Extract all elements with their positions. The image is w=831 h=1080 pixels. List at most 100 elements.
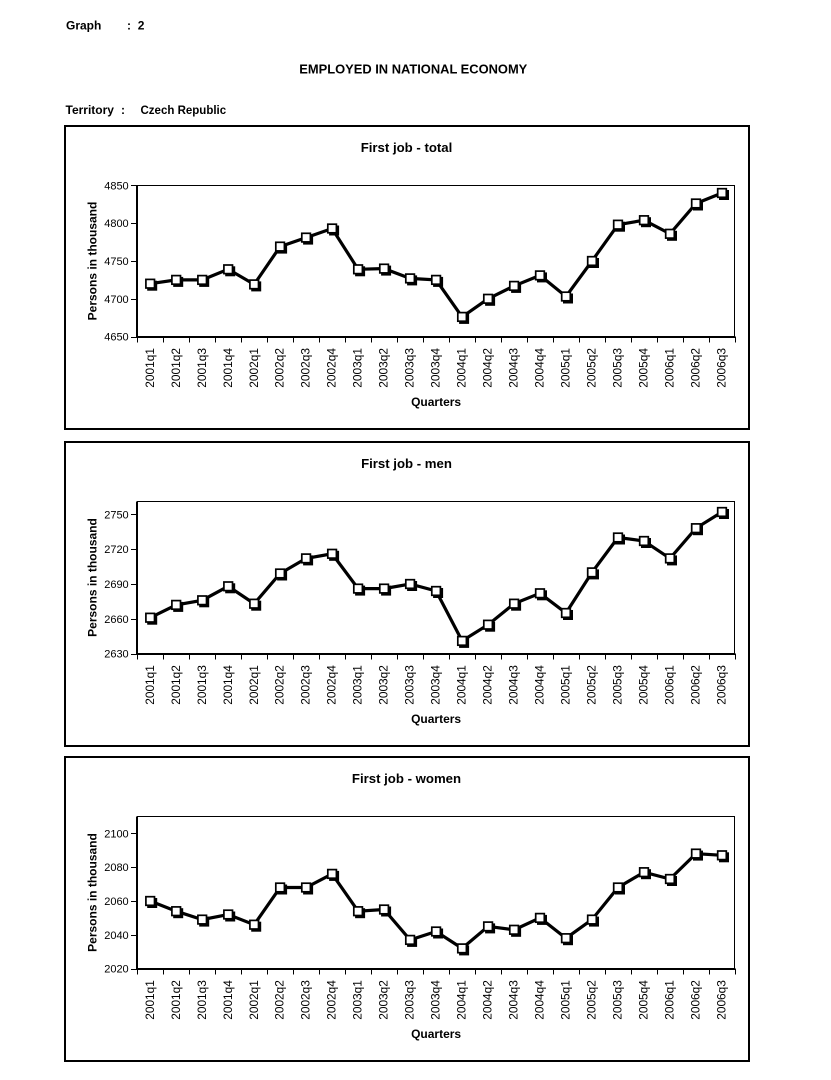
svg-text:First job - men: First job - men: [361, 456, 452, 471]
svg-text:4650: 4650: [104, 332, 128, 344]
svg-text:2003q1: 2003q1: [351, 348, 365, 388]
svg-text:2004q4: 2004q4: [533, 348, 547, 388]
svg-text:2005q4: 2005q4: [637, 980, 651, 1020]
svg-text:4750: 4750: [104, 256, 128, 268]
svg-text:2002q3: 2002q3: [299, 348, 313, 388]
svg-text:2001q3: 2001q3: [195, 665, 209, 705]
svg-text:2001q2: 2001q2: [169, 665, 183, 705]
svg-text:2002q1: 2002q1: [247, 665, 261, 705]
svg-text:2020: 2020: [104, 964, 128, 976]
svg-text:2002q4: 2002q4: [325, 665, 339, 705]
svg-text:2005q3: 2005q3: [611, 665, 625, 705]
svg-text:2003q2: 2003q2: [377, 348, 391, 388]
svg-text:2006q3: 2006q3: [715, 348, 729, 388]
svg-text:2005q2: 2005q2: [585, 980, 599, 1020]
svg-text:2002q4: 2002q4: [325, 348, 339, 388]
svg-text:2001q1: 2001q1: [143, 348, 157, 388]
svg-text:First job - women: First job - women: [352, 771, 461, 786]
svg-text:2006q1: 2006q1: [663, 348, 677, 388]
svg-text:2006q1: 2006q1: [663, 665, 677, 705]
svg-text:2001q4: 2001q4: [221, 980, 235, 1020]
svg-text:2001q2: 2001q2: [169, 980, 183, 1020]
svg-text:First job - total: First job - total: [361, 140, 453, 155]
svg-text:2003q3: 2003q3: [403, 980, 417, 1020]
svg-text:2003q2: 2003q2: [377, 980, 391, 1020]
svg-text:2005q1: 2005q1: [559, 348, 573, 388]
svg-text:2001q3: 2001q3: [195, 980, 209, 1020]
svg-text:2750: 2750: [104, 509, 128, 521]
svg-text:2005q2: 2005q2: [585, 348, 599, 388]
svg-text:EMPLOYED IN NATIONAL ECONOMY: EMPLOYED IN NATIONAL ECONOMY: [299, 61, 527, 76]
svg-text:2004q3: 2004q3: [507, 665, 521, 705]
svg-text:2006q1: 2006q1: [663, 980, 677, 1020]
svg-text:Graph: Graph: [66, 18, 101, 32]
svg-text:2005q4: 2005q4: [637, 348, 651, 388]
svg-text:2003q3: 2003q3: [403, 665, 417, 705]
svg-text:2003q3: 2003q3: [403, 348, 417, 388]
svg-text:2630: 2630: [104, 649, 128, 661]
svg-text:4850: 4850: [104, 180, 128, 192]
svg-text:2006q2: 2006q2: [689, 348, 703, 388]
svg-text:2004q3: 2004q3: [507, 980, 521, 1020]
svg-text:2004q3: 2004q3: [507, 348, 521, 388]
svg-text:Persons in thousand: Persons in thousand: [86, 518, 100, 637]
svg-text:2004q4: 2004q4: [533, 980, 547, 1020]
svg-text:2005q1: 2005q1: [559, 665, 573, 705]
svg-text:2660: 2660: [104, 614, 128, 626]
svg-text:2003q4: 2003q4: [429, 348, 443, 388]
svg-text:2002q2: 2002q2: [273, 665, 287, 705]
svg-text:2060: 2060: [104, 896, 128, 908]
svg-text:2004q2: 2004q2: [481, 980, 495, 1020]
svg-text:2005q1: 2005q1: [559, 980, 573, 1020]
svg-text:Persons in thousand: Persons in thousand: [86, 202, 100, 321]
svg-text:2004q1: 2004q1: [455, 980, 469, 1020]
svg-text:2005q3: 2005q3: [611, 348, 625, 388]
svg-text::: :: [127, 18, 131, 32]
svg-text:2720: 2720: [104, 544, 128, 556]
svg-text::: :: [121, 103, 125, 117]
svg-text:Czech Republic: Czech Republic: [141, 105, 227, 117]
svg-text:2001q3: 2001q3: [195, 348, 209, 388]
svg-text:2004q1: 2004q1: [455, 665, 469, 705]
svg-text:2002q2: 2002q2: [273, 348, 287, 388]
svg-text:2006q2: 2006q2: [689, 665, 703, 705]
svg-text:2002q4: 2002q4: [325, 980, 339, 1020]
svg-text:2004q4: 2004q4: [533, 665, 547, 705]
svg-text:Quarters: Quarters: [411, 712, 461, 726]
svg-text:2003q1: 2003q1: [351, 665, 365, 705]
svg-text:2002q3: 2002q3: [299, 980, 313, 1020]
svg-text:2001q4: 2001q4: [221, 348, 235, 388]
svg-text:2005q4: 2005q4: [637, 665, 651, 705]
svg-text:2003q4: 2003q4: [429, 980, 443, 1020]
svg-text:2005q3: 2005q3: [611, 980, 625, 1020]
svg-text:2006q3: 2006q3: [715, 665, 729, 705]
svg-text:2004q1: 2004q1: [455, 348, 469, 388]
svg-text:2100: 2100: [104, 828, 128, 840]
svg-text:Quarters: Quarters: [411, 395, 461, 409]
svg-text:2002q1: 2002q1: [247, 980, 261, 1020]
svg-text:2005q2: 2005q2: [585, 665, 599, 705]
svg-text:Territory: Territory: [66, 103, 115, 117]
svg-text:2006q3: 2006q3: [715, 980, 729, 1020]
svg-text:2001q1: 2001q1: [143, 665, 157, 705]
svg-text:2001q2: 2001q2: [169, 348, 183, 388]
svg-text:4800: 4800: [104, 218, 128, 230]
svg-text:2002q1: 2002q1: [247, 348, 261, 388]
svg-text:2003q4: 2003q4: [429, 665, 443, 705]
svg-text:2004q2: 2004q2: [481, 348, 495, 388]
svg-text:2001q1: 2001q1: [143, 980, 157, 1020]
svg-text:2002q3: 2002q3: [299, 665, 313, 705]
svg-text:2004q2: 2004q2: [481, 665, 495, 705]
svg-text:4700: 4700: [104, 294, 128, 306]
svg-text:2001q4: 2001q4: [221, 665, 235, 705]
svg-text:2: 2: [138, 18, 145, 32]
svg-text:2002q2: 2002q2: [273, 980, 287, 1020]
svg-text:2006q2: 2006q2: [689, 980, 703, 1020]
svg-text:2080: 2080: [104, 862, 128, 874]
svg-text:2040: 2040: [104, 930, 128, 942]
svg-text:2003q1: 2003q1: [351, 980, 365, 1020]
svg-text:2690: 2690: [104, 579, 128, 591]
svg-text:2003q2: 2003q2: [377, 665, 391, 705]
svg-text:Quarters: Quarters: [411, 1027, 461, 1041]
svg-text:Persons in thousand: Persons in thousand: [86, 833, 100, 952]
